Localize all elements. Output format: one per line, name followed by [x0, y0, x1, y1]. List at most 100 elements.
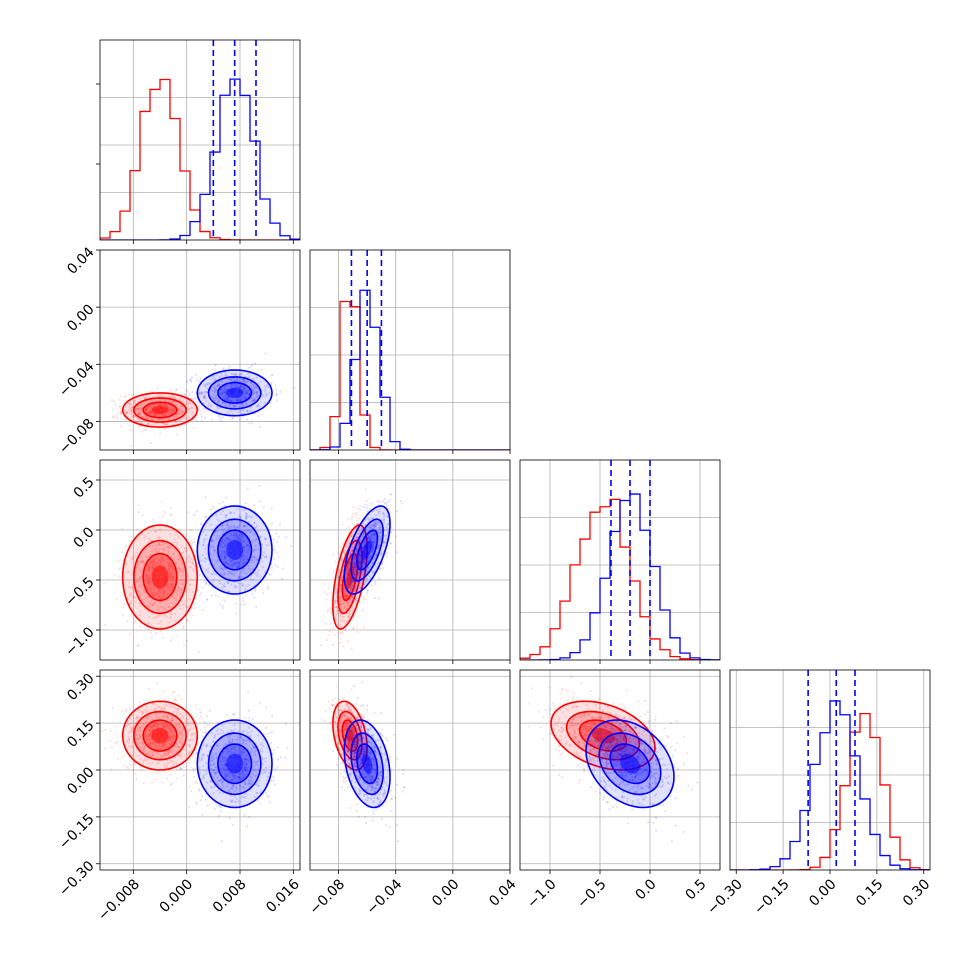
scatter-point [224, 555, 227, 558]
scatter-point [145, 555, 148, 558]
scatter-point [272, 779, 275, 782]
scatter-point [367, 517, 370, 520]
scatter-point [127, 744, 130, 748]
scatter-point [146, 716, 149, 719]
scatter-point [196, 737, 199, 740]
scatter-point [265, 386, 268, 389]
scatter-point [229, 749, 232, 752]
scatter-point [368, 556, 371, 559]
scatter-point [163, 427, 166, 430]
scatter-point [191, 590, 194, 593]
scatter-point [167, 739, 170, 742]
scatter-point [247, 389, 250, 392]
scatter-point [385, 502, 388, 506]
scatter-point [211, 389, 214, 392]
scatter-point [331, 643, 335, 646]
scatter-point [203, 721, 207, 724]
scatter-point [200, 591, 203, 594]
scatter-point [134, 619, 137, 622]
scatter-point [244, 768, 247, 772]
scatter-point [130, 591, 133, 594]
scatter-point [164, 404, 167, 407]
scatter-point [202, 543, 205, 546]
scatter-point [177, 557, 181, 560]
scatter-point [228, 789, 231, 792]
scatter-point [149, 562, 152, 565]
scatter-point [351, 600, 354, 603]
scatter-point [161, 587, 164, 590]
scatter-point [212, 396, 215, 400]
scatter-point [226, 521, 229, 524]
scatter-point [141, 710, 144, 713]
scatter-point [115, 415, 118, 418]
scatter-point [221, 758, 225, 762]
scatter-point [204, 568, 208, 571]
scatter-point [142, 749, 145, 752]
scatter-point [198, 573, 202, 576]
scatter-point [356, 630, 359, 634]
scatter-point [169, 586, 172, 589]
scatter-point [245, 391, 248, 394]
scatter-point [184, 590, 188, 593]
scatter-point [192, 558, 195, 561]
scatter-point [130, 759, 133, 762]
scatter-point [169, 738, 172, 742]
scatter-point [153, 722, 156, 725]
scatter-point [185, 606, 188, 609]
scatter-point [279, 390, 282, 393]
scatter-point [211, 395, 214, 398]
scatter-point [147, 583, 150, 586]
scatter-point [241, 534, 245, 537]
scatter-point [242, 547, 245, 550]
scatter-point [343, 602, 346, 606]
scatter-point [339, 583, 343, 587]
scatter-point [237, 729, 240, 733]
scatter-point [179, 766, 182, 770]
scatter-point [348, 609, 352, 613]
scatter-point [253, 548, 256, 551]
scatter-point [220, 586, 224, 589]
scatter-point [256, 404, 259, 408]
scatter-point [149, 578, 152, 581]
scatter-point [241, 535, 244, 538]
scatter-point [138, 586, 141, 589]
scatter-point [149, 539, 153, 542]
scatter-point [171, 734, 175, 737]
scatter-point [130, 730, 133, 733]
scatter-point [136, 643, 139, 647]
scatter-point [226, 562, 229, 566]
scatter-point [187, 728, 190, 731]
scatter-point [266, 383, 269, 387]
scatter-point [140, 533, 143, 537]
scatter-point [238, 776, 241, 779]
scatter-point [171, 572, 174, 575]
scatter-point [275, 532, 278, 535]
scatter-point [192, 426, 195, 430]
scatter-point [144, 597, 147, 600]
scatter-point [205, 399, 208, 402]
scatter-point [377, 510, 380, 513]
scatter-point [144, 535, 148, 538]
scatter-point [175, 742, 178, 745]
scatter-point [240, 533, 243, 536]
scatter-point [236, 582, 240, 585]
scatter-point [171, 715, 174, 718]
scatter-point [171, 395, 174, 398]
scatter-point [187, 560, 190, 563]
scatter-point [148, 743, 151, 746]
scatter-point [220, 552, 224, 555]
scatter-point [255, 558, 258, 561]
scatter-point [242, 524, 246, 528]
scatter-point [350, 579, 353, 583]
scatter-point [214, 390, 217, 393]
scatter-point [144, 735, 147, 739]
scatter-point [365, 506, 368, 509]
scatter-point [164, 423, 167, 426]
scatter-point [254, 749, 257, 753]
scatter-point [386, 515, 389, 518]
scatter-point [168, 569, 171, 572]
scatter-point [251, 399, 254, 402]
scatter-point [262, 591, 265, 594]
scatter-point [342, 602, 345, 605]
scatter-point [351, 605, 354, 608]
